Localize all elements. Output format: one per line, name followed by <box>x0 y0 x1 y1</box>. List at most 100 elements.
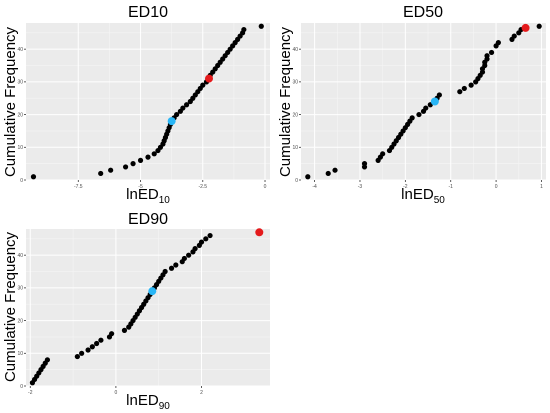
plot-area <box>301 23 546 180</box>
panel-title: ED10 <box>128 4 168 21</box>
y-tick-label: 20 <box>17 318 23 324</box>
data-point <box>98 170 104 177</box>
data-point <box>30 174 37 180</box>
x-axis-label-subscript: 50 <box>434 195 446 206</box>
x-tick-label: -1 <box>448 184 453 190</box>
x-tick-label: -2.5 <box>198 184 207 190</box>
x-tick-label: -3 <box>358 184 363 190</box>
x-axis-label-subscript: 90 <box>159 401 171 412</box>
x-axis-label-base: lnED <box>401 186 434 203</box>
data-point <box>200 82 206 88</box>
data-point <box>89 344 95 350</box>
data-point <box>468 82 474 88</box>
highlight-point <box>148 287 157 296</box>
y-tick-label: 20 <box>17 112 23 118</box>
data-point <box>258 23 264 29</box>
data-point <box>488 49 495 56</box>
data-point <box>85 347 91 353</box>
data-point <box>130 161 136 167</box>
data-point <box>162 268 168 275</box>
data-point <box>173 262 179 268</box>
data-point <box>461 85 467 92</box>
data-point <box>168 265 175 271</box>
data-point <box>511 33 517 39</box>
data-point <box>109 331 115 337</box>
data-point <box>192 246 198 252</box>
x-axis-label: lnED50 <box>401 186 445 206</box>
data-point <box>536 23 542 29</box>
panel-title: ED50 <box>403 4 443 21</box>
y-tick-label: 0 <box>20 178 23 184</box>
y-tick-label: 0 <box>20 384 23 390</box>
y-tick-label: 0 <box>295 178 298 184</box>
grid-lines <box>301 23 546 181</box>
data-point <box>44 357 51 363</box>
data-point <box>436 92 442 98</box>
panel-ed10: ED10 -7.5 -5 -2.5 0 0 10 20 30 40 Cumulative Fre… <box>2 4 270 206</box>
data-point <box>198 239 205 245</box>
data-point <box>325 170 331 177</box>
data-point <box>145 154 151 160</box>
data-points <box>305 23 542 180</box>
data-point <box>207 232 213 239</box>
x-tick-label: -5 <box>138 184 143 190</box>
y-tick-label: 40 <box>17 253 23 259</box>
x-tick-label: -7.5 <box>74 184 83 190</box>
x-tick-label: 1 <box>540 184 543 190</box>
data-point <box>137 157 144 163</box>
data-point <box>423 105 429 111</box>
highlight-point <box>430 97 439 106</box>
y-tick-label: 10 <box>17 351 23 357</box>
x-tick-label: 0 <box>495 184 498 190</box>
y-axis-label: Cumulative Frequency <box>2 231 19 382</box>
data-point <box>305 174 311 180</box>
data-point <box>241 26 247 33</box>
plot-area <box>26 229 270 386</box>
data-points <box>29 228 264 386</box>
y-tick-label: 10 <box>17 145 23 151</box>
x-axis-label-subscript: 10 <box>159 195 171 206</box>
y-tick-label: 10 <box>292 145 298 151</box>
x-tick-label: 0 <box>264 184 267 190</box>
axis-ticks: -7.5 -5 -2.5 0 0 10 20 30 40 <box>17 47 266 190</box>
highlight-point <box>255 228 264 237</box>
data-point <box>180 105 186 111</box>
data-point <box>495 40 501 46</box>
data-point <box>361 161 368 167</box>
y-axis-label: Cumulative Frequency <box>277 26 294 177</box>
data-point <box>380 151 386 157</box>
data-point <box>416 111 422 118</box>
x-tick-label: -4 <box>312 184 317 190</box>
data-point <box>181 255 187 262</box>
data-point <box>121 327 128 333</box>
x-axis-label-base: lnED <box>126 392 159 409</box>
data-point <box>409 115 415 121</box>
x-tick-label: -2 <box>28 390 33 396</box>
data-point <box>122 164 129 170</box>
y-tick-label: 30 <box>17 286 23 292</box>
x-tick-label: 0 <box>115 390 118 396</box>
highlight-point <box>521 23 530 32</box>
data-point <box>183 102 190 108</box>
panel-title: ED90 <box>128 211 168 228</box>
x-axis-label-base: lnED <box>126 186 159 203</box>
data-point <box>74 353 80 360</box>
data-points <box>30 23 264 180</box>
data-point <box>332 167 338 173</box>
y-tick-label: 40 <box>17 47 23 53</box>
data-point <box>94 340 100 347</box>
data-point <box>98 337 104 343</box>
x-axis-label: lnED90 <box>126 392 170 412</box>
x-axis-label: lnED10 <box>126 186 170 206</box>
data-point <box>203 236 209 242</box>
data-point <box>186 252 192 258</box>
x-tick-label: 2 <box>200 390 203 396</box>
highlight-point <box>205 74 213 83</box>
data-point <box>484 53 490 59</box>
data-point <box>174 111 180 118</box>
y-tick-label: 20 <box>292 112 298 118</box>
